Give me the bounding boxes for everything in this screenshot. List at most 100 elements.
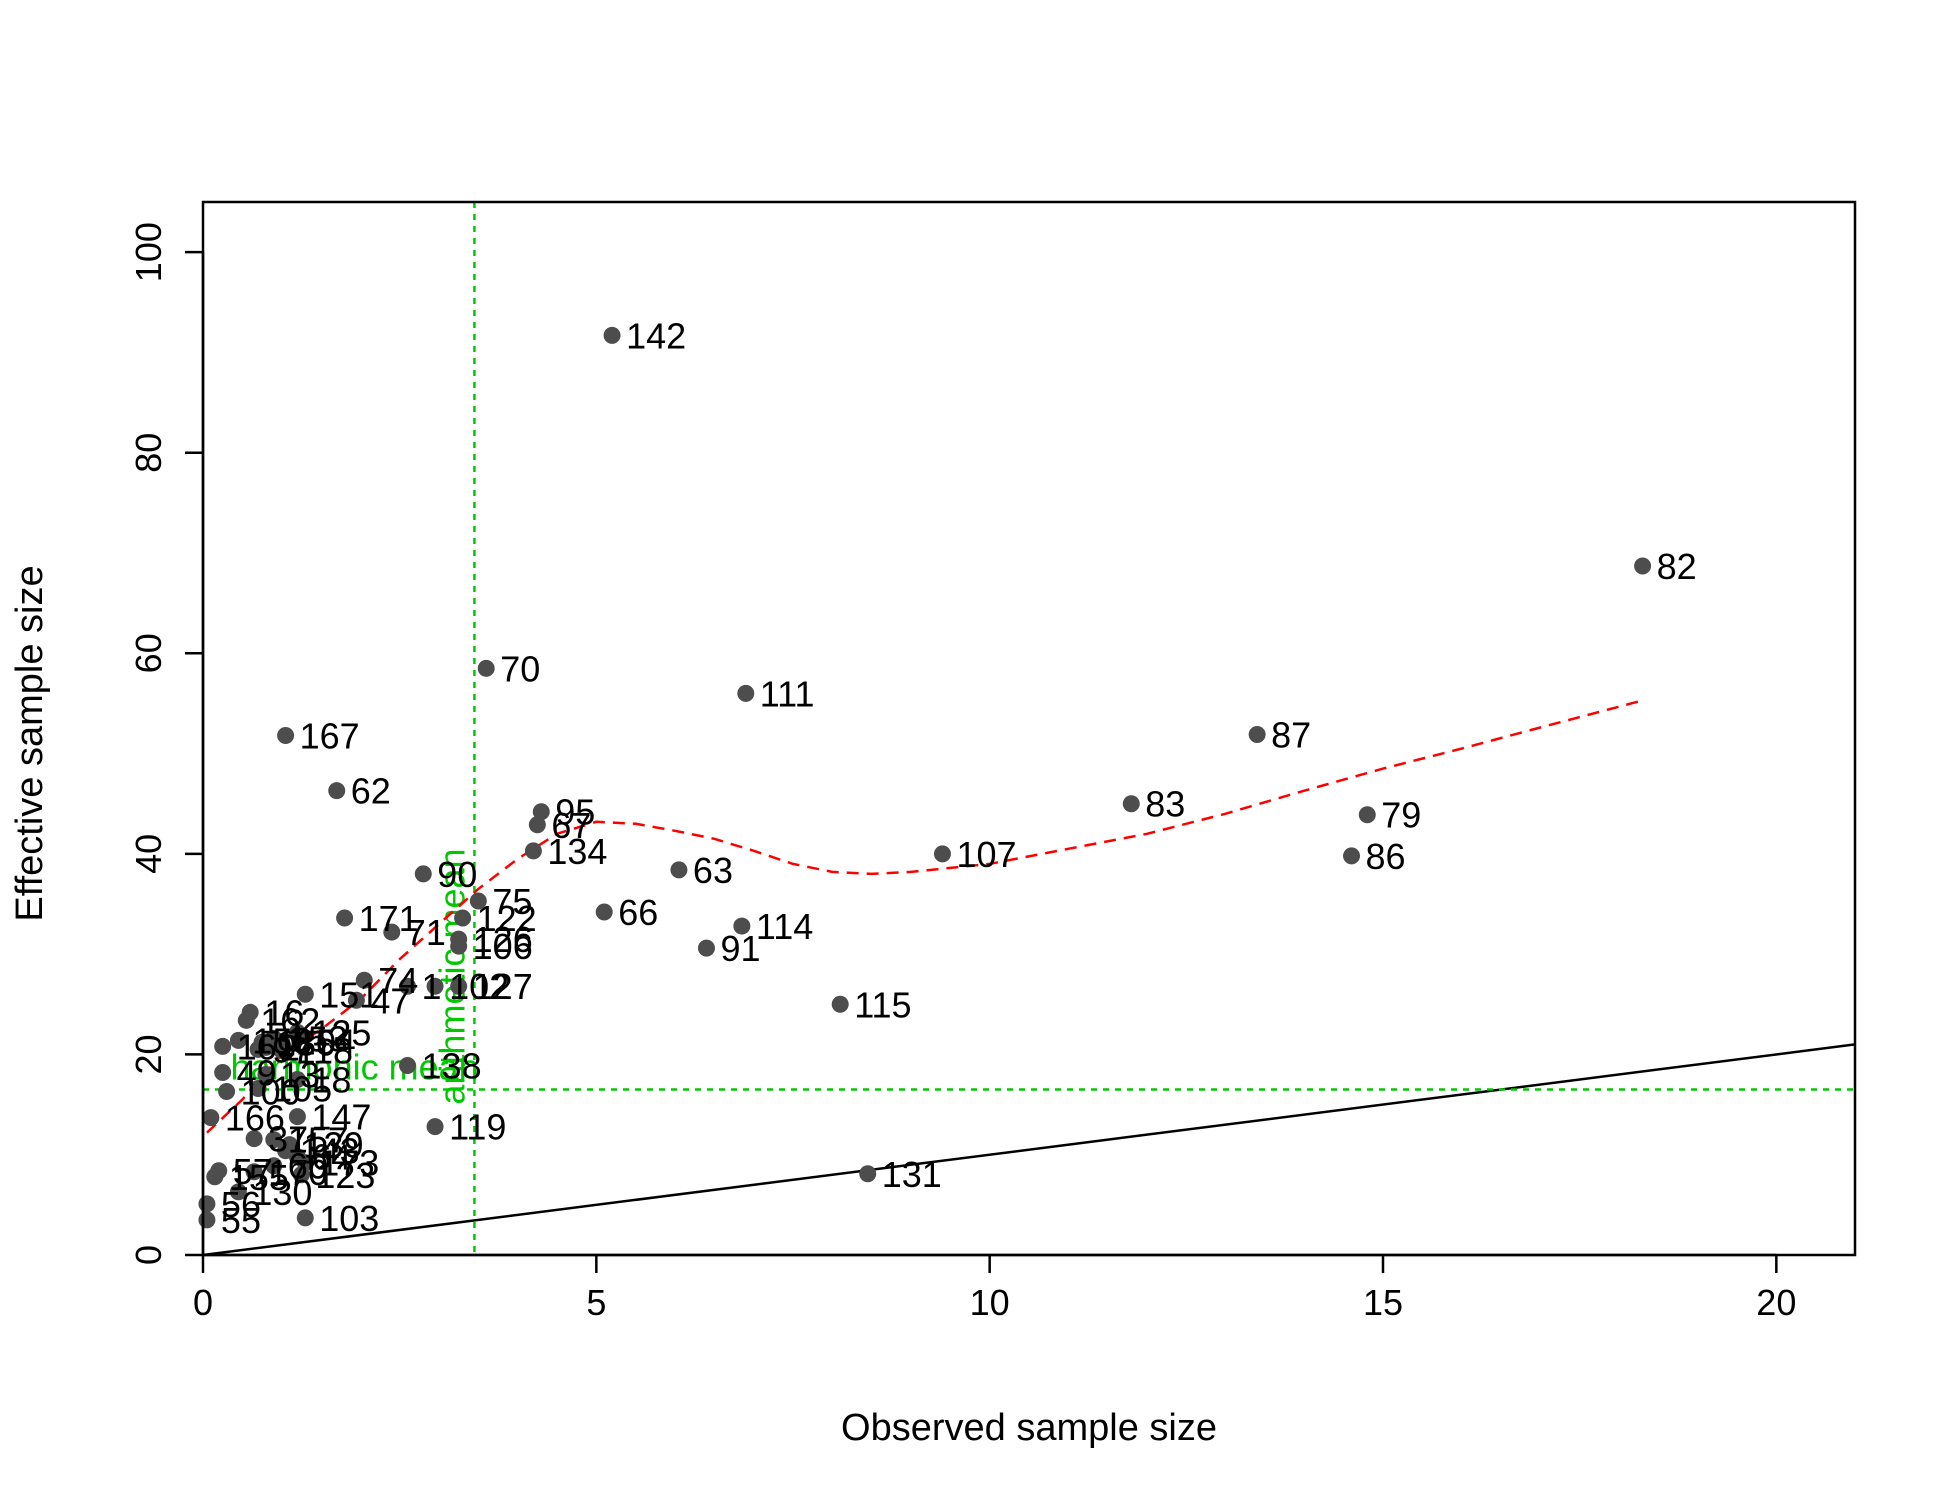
point-label: 56: [221, 1184, 261, 1225]
data-point: [733, 917, 751, 935]
data-point: [603, 326, 621, 344]
data-point: [469, 892, 487, 910]
point-label: 91: [720, 928, 760, 969]
point-label: 166: [225, 1098, 285, 1139]
point-label: 107: [956, 834, 1016, 875]
point-label: 83: [1145, 784, 1185, 825]
point-label: 139: [304, 1125, 364, 1166]
data-point: [288, 1108, 306, 1126]
data-point: [737, 684, 755, 702]
x-tick-label: 20: [1756, 1282, 1796, 1323]
point-label: 1: [422, 966, 442, 1007]
loess-curve: [206, 699, 1643, 1134]
point-label: 180: [276, 1022, 336, 1063]
point-label: 87: [1271, 715, 1311, 756]
data-point: [202, 1109, 220, 1127]
data-point: [198, 1211, 216, 1229]
data-point: [265, 1157, 283, 1175]
data-point: [257, 1065, 275, 1083]
data-point: [450, 977, 468, 995]
data-point: [414, 865, 432, 883]
data-point: [336, 909, 354, 927]
point-label: 103: [319, 1198, 379, 1239]
y-tick-label: 100: [128, 222, 169, 282]
data-point: [214, 1063, 232, 1081]
point-label: 13: [280, 1054, 320, 1095]
point-label: 75: [492, 881, 532, 922]
point-label: 79: [1381, 795, 1421, 836]
point-label: 173: [319, 1143, 379, 1184]
data-point: [697, 939, 715, 957]
point-label: 66: [618, 892, 658, 933]
point-label: 158: [252, 1020, 312, 1061]
point-label: 2: [280, 1027, 300, 1068]
y-axis-label: Effective sample size: [9, 565, 51, 921]
point-label: 147: [311, 1097, 371, 1138]
point-label: 143: [300, 1131, 360, 1172]
data-point: [206, 1168, 224, 1186]
data-point: [1343, 847, 1361, 865]
data-point: [249, 1080, 267, 1098]
point-label: 127: [473, 966, 533, 1007]
point-label: 125: [311, 1012, 371, 1053]
x-tick-label: 15: [1363, 1282, 1403, 1323]
data-point: [288, 1071, 306, 1088]
data-point: [296, 1209, 314, 1227]
point-label: 74: [378, 960, 418, 1001]
identity-line: [202, 1043, 1856, 1257]
data-point: [249, 1040, 267, 1058]
point-label: 170: [268, 1152, 328, 1193]
data-point: [1248, 726, 1266, 744]
data-point: [245, 1163, 263, 1181]
data-point: [859, 1165, 877, 1183]
x-axis-label: Observed sample size: [841, 1407, 1217, 1449]
data-point: [229, 1183, 247, 1201]
point-label: 70: [500, 648, 540, 689]
data-point: [399, 1056, 417, 1074]
plot-frame: [201, 200, 1857, 1257]
y-tick-label: 40: [128, 834, 169, 874]
point-label: 37: [268, 1119, 308, 1160]
data-point: [450, 937, 468, 955]
point-label: 142: [626, 315, 686, 356]
point-label: 118: [296, 1030, 353, 1071]
point-label: 130: [252, 1172, 312, 1213]
point-label: 102: [449, 966, 509, 1007]
point-label: 55: [221, 1200, 261, 1241]
point-label: 64: [311, 1137, 351, 1178]
data-point: [277, 727, 295, 745]
data-point: [399, 977, 417, 995]
point-label: 97: [272, 1029, 312, 1070]
point-label: 100: [241, 1072, 301, 1113]
point-label: 126: [473, 919, 533, 960]
point-label: 90: [437, 854, 477, 895]
point-label: 169: [237, 1026, 297, 1067]
point-label: 162: [260, 1000, 320, 1041]
point-label: 18: [311, 1060, 351, 1101]
data-point: [831, 995, 849, 1013]
data-point: [347, 991, 365, 1009]
point-label: 119: [449, 1107, 506, 1148]
data-point: [229, 1031, 247, 1049]
point-label: 106: [473, 926, 533, 967]
point-label: 71: [406, 912, 446, 953]
data-point: [477, 659, 495, 677]
point-label: 155: [229, 1157, 289, 1198]
data-point: [265, 1131, 283, 1149]
data-point: [532, 803, 550, 821]
data-point: [292, 1166, 310, 1184]
point-label: 122: [477, 898, 537, 939]
point-label: 154: [296, 1021, 356, 1062]
data-point: [273, 1041, 291, 1059]
point-label: 138: [422, 1045, 482, 1086]
data-point: [524, 842, 542, 860]
point-label: 134: [547, 831, 607, 872]
y-tick-label: 0: [128, 1245, 169, 1265]
point-label: 95: [555, 792, 595, 833]
data-point: [1358, 806, 1376, 824]
data-point: [528, 816, 546, 834]
data-point: [383, 923, 401, 941]
point-label: 111: [760, 673, 815, 714]
